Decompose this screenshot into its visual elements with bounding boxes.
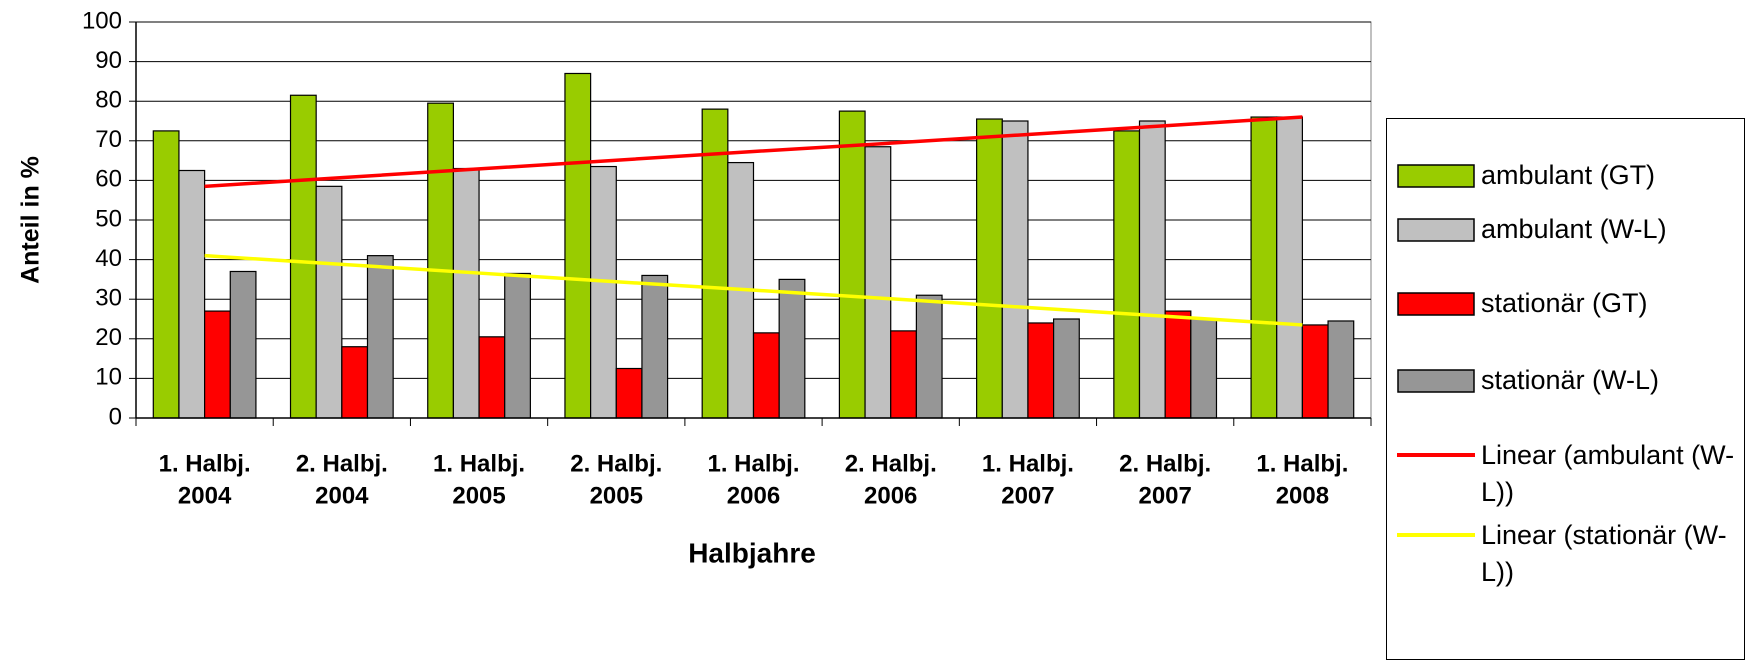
x-axis-title: Halbjahre	[688, 537, 816, 568]
bar	[1053, 318, 1080, 419]
swatch	[1397, 292, 1475, 316]
x-tick-label: 2006	[727, 482, 780, 509]
x-tick-label: 1. Halbj.	[707, 450, 799, 477]
x-tick-label: 2. Halbj.	[570, 450, 662, 477]
x-tick-label: 2. Halbj.	[845, 450, 937, 477]
x-tick-label: 1. Halbj.	[433, 450, 525, 477]
bar	[1164, 310, 1192, 419]
trend-line	[204, 115, 1303, 189]
bar	[504, 272, 531, 419]
legend-label: ambulant (GT)	[1481, 160, 1656, 190]
swatch	[1397, 369, 1475, 393]
bar	[641, 274, 669, 419]
x-tick-label: 2004	[315, 482, 369, 509]
bar	[1113, 130, 1141, 419]
bar	[229, 270, 257, 419]
bar	[315, 185, 343, 419]
bar	[701, 108, 729, 419]
y-tick-label: 80	[95, 87, 122, 114]
y-tick-label: 0	[109, 403, 122, 430]
bar	[615, 367, 643, 419]
y-tick-label: 90	[95, 47, 122, 74]
bar	[752, 332, 780, 419]
bar	[864, 146, 892, 419]
x-tick-label: 1. Halbj.	[982, 450, 1074, 477]
bar	[1138, 120, 1166, 419]
legend-swatch	[1397, 453, 1475, 457]
legend-label: stationär (GT)	[1481, 288, 1648, 318]
x-tick-label: 2. Halbj.	[296, 450, 388, 477]
x-tick-label: 2006	[864, 482, 917, 509]
bar	[1027, 322, 1055, 419]
bar	[890, 330, 917, 419]
legend-swatch	[1397, 292, 1475, 316]
swatch	[1397, 164, 1475, 188]
bar	[478, 336, 506, 419]
x-tick-label: 2. Halbj.	[1119, 450, 1211, 477]
y-tick-label: 70	[95, 126, 122, 153]
bar	[366, 255, 394, 419]
y-tick-label: 60	[95, 166, 122, 193]
bar	[1250, 116, 1278, 419]
y-tick-label: 10	[95, 364, 122, 391]
bar	[204, 310, 231, 419]
legend-label: ambulant (W-L)	[1481, 214, 1667, 244]
bar	[289, 94, 317, 419]
bar	[427, 102, 454, 419]
bar	[452, 167, 480, 419]
y-axis-title: Anteil in %	[17, 156, 45, 284]
legend-swatch	[1397, 533, 1475, 537]
bar	[1327, 320, 1355, 419]
legend-swatch	[1397, 218, 1475, 242]
legend-label: stationär (W-L)	[1481, 365, 1660, 395]
legend-swatch	[1397, 164, 1475, 188]
bar	[915, 294, 943, 419]
trend-line	[204, 253, 1303, 327]
x-tick-label: 2007	[1001, 482, 1054, 509]
bar	[838, 110, 866, 419]
bar	[1301, 324, 1329, 419]
y-tick-label: 30	[95, 285, 122, 312]
bar	[778, 278, 806, 419]
swatch	[1397, 218, 1475, 242]
legend-label: Linear (ambulant (W-L))	[1481, 440, 1735, 507]
x-tick-label: 1. Halbj.	[1256, 450, 1348, 477]
bar	[341, 346, 369, 419]
bar	[1001, 120, 1029, 419]
bar	[976, 118, 1003, 419]
bar	[152, 130, 180, 419]
x-tick-label: 1. Halbj.	[159, 450, 251, 477]
bar	[590, 165, 617, 419]
x-tick-label: 2007	[1138, 482, 1191, 509]
bar	[564, 72, 592, 419]
bar	[1276, 116, 1303, 419]
y-tick-label: 20	[95, 324, 122, 351]
y-tick-label: 40	[95, 245, 122, 272]
legend-label: Linear (stationär (W-L))	[1481, 520, 1727, 587]
x-tick-label: 2004	[178, 482, 232, 509]
bar	[178, 169, 206, 419]
x-tick-label: 2008	[1276, 482, 1329, 509]
y-tick-label: 50	[95, 205, 122, 232]
x-tick-label: 2005	[590, 482, 643, 509]
y-tick-label: 100	[82, 7, 122, 34]
legend: ambulant (GT) ambulant (W-L) stationär (GT…	[1386, 118, 1745, 660]
x-tick-label: 2005	[452, 482, 505, 509]
legend-swatch	[1397, 369, 1475, 393]
bar	[1190, 318, 1218, 419]
